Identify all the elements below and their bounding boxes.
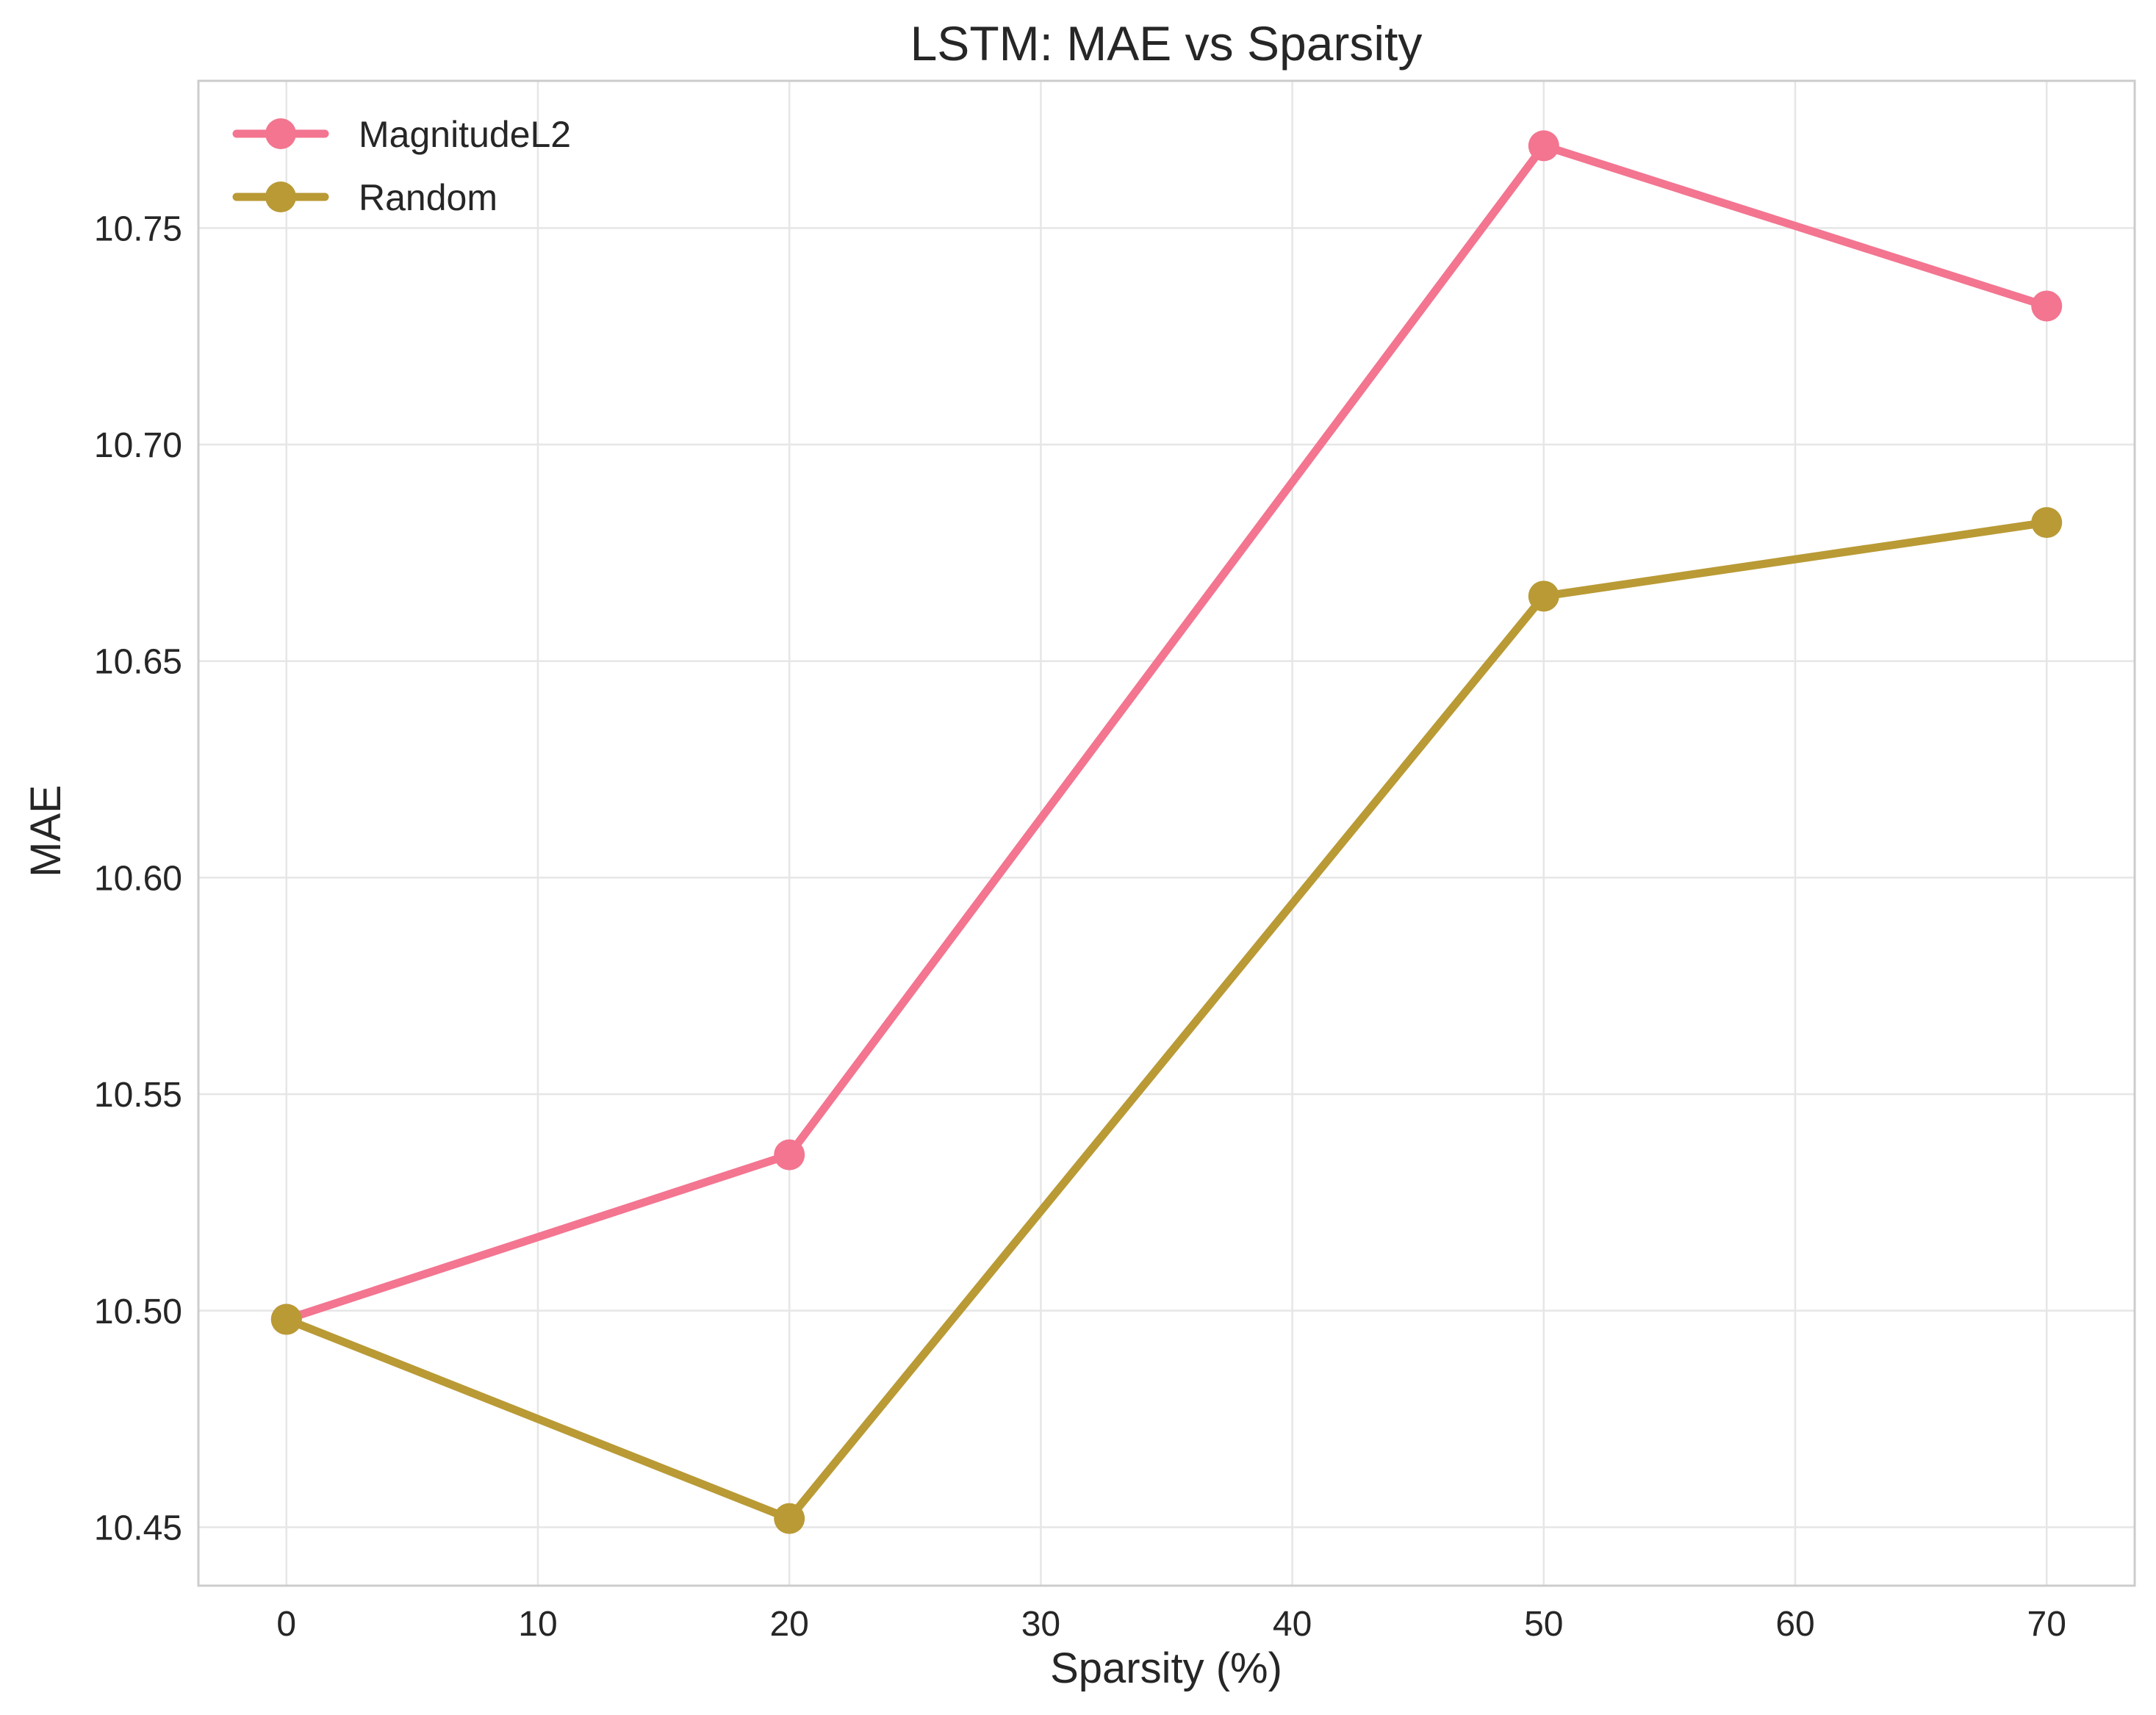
y-tick-label: 10.70: [94, 426, 182, 465]
legend-label: Random: [359, 177, 497, 218]
legend-item: Random: [232, 177, 497, 218]
chart-title: LSTM: MAE vs Sparsity: [910, 16, 1423, 71]
data-point: [2031, 507, 2063, 539]
y-tick-label: 10.45: [94, 1509, 182, 1547]
x-axis-ticks: 0 10 20 30 40 50 60 70: [276, 1605, 2066, 1644]
series-line: [282, 518, 2051, 1523]
data-point: [774, 1139, 805, 1171]
x-tick-label: 30: [1021, 1605, 1060, 1644]
series-layer: [270, 130, 2063, 1534]
data-point: [270, 1304, 302, 1335]
legend-marker: [265, 181, 296, 212]
x-tick-label: 70: [2027, 1605, 2066, 1644]
legend-label: MagnitudeL2: [359, 114, 571, 155]
y-tick-label: 10.65: [94, 643, 182, 682]
series-line: [282, 141, 2051, 1323]
y-tick-label: 10.60: [94, 859, 182, 898]
x-tick-label: 60: [1775, 1605, 1814, 1644]
data-point: [1528, 130, 1559, 162]
grid: [198, 81, 2135, 1586]
y-axis-label: MAE: [22, 785, 70, 877]
data-point: [774, 1503, 805, 1534]
x-tick-label: 0: [276, 1605, 296, 1644]
legend: MagnitudeL2 Random: [232, 114, 571, 218]
series-random: [270, 507, 2063, 1534]
x-tick-label: 40: [1273, 1605, 1312, 1644]
plot-frame: [197, 79, 2136, 1587]
y-axis-ticks: 10.45 10.50 10.55 10.60 10.65 10.70 10.75: [94, 209, 182, 1547]
x-tick-label: 20: [769, 1605, 808, 1644]
data-point: [2031, 290, 2063, 322]
y-tick-label: 10.50: [94, 1292, 182, 1331]
legend-marker: [265, 118, 296, 149]
y-tick-label: 10.55: [94, 1076, 182, 1115]
data-point: [1528, 580, 1559, 612]
legend-item: MagnitudeL2: [232, 114, 571, 155]
x-tick-label: 50: [1524, 1605, 1563, 1644]
y-tick-label: 10.75: [94, 209, 182, 248]
x-axis-label: Sparsity (%): [1050, 1644, 1282, 1692]
x-tick-label: 10: [518, 1605, 557, 1644]
